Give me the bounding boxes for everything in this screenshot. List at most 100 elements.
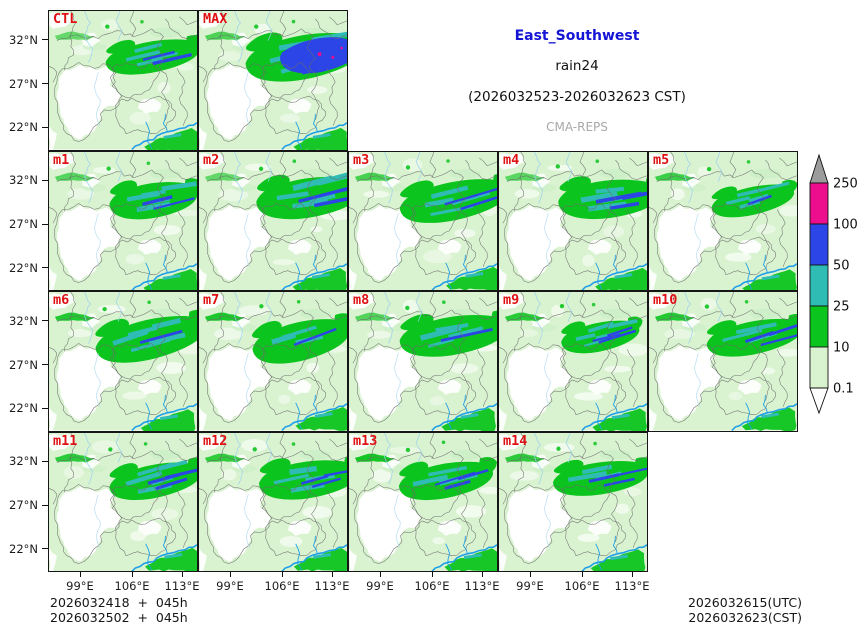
valid-time-utc: 2026032615(UTC) (687, 595, 802, 610)
x-axis-label: 99°E (366, 578, 394, 593)
map-canvas (49, 151, 197, 290)
x-axis-tick (632, 572, 634, 577)
panel-label: m9 (503, 292, 520, 308)
colorbar-svg: 250 100 50 25 10 0.1 (809, 153, 858, 415)
map-canvas (49, 432, 197, 571)
x-axis-label: 113°E (314, 578, 350, 593)
x-axis-tick (80, 572, 82, 577)
panel-label: m12 (203, 432, 228, 449)
panel-label: m4 (503, 151, 520, 168)
colorbar-tick-label: 250 (833, 177, 858, 192)
map-canvas (349, 151, 497, 290)
y-axis-label: 32°N (9, 313, 38, 328)
y-axis-label: 22°N (9, 260, 38, 275)
map-panel-ctl: CTL (48, 10, 198, 151)
colorbar-tick-label: 100 (833, 218, 858, 233)
valid-time-cst: 2026032623(CST) (688, 609, 802, 625)
x-axis-tick (380, 572, 382, 577)
map-canvas (199, 11, 347, 150)
region-title: East_Southwest (514, 28, 640, 44)
init-time-utc: 2026032418 + 045h (50, 595, 188, 610)
y-axis-label: 27°N (9, 357, 38, 372)
x-axis-tick (332, 572, 334, 577)
init-time-lines: 2026032418 + 045h 2026032502 + 045h (50, 595, 188, 625)
colorbar-under-arrow (809, 387, 829, 415)
map-panel-m6: m6 (48, 291, 198, 432)
panel-label: m1 (53, 151, 70, 168)
x-axis-tick (132, 572, 134, 577)
model-name: CMA-REPS (546, 120, 608, 134)
map-canvas (349, 432, 497, 571)
colorbar-tick-label: 10 (833, 341, 850, 356)
map-panel-m7: m7 (198, 291, 348, 432)
x-axis-label: 99°E (216, 578, 244, 593)
panel-label: m8 (353, 292, 370, 308)
map-canvas (499, 292, 647, 431)
x-axis-label: 106°E (114, 578, 150, 593)
panel-label: m3 (353, 151, 370, 168)
x-axis-label: 113°E (614, 578, 650, 593)
map-canvas (49, 292, 197, 431)
variable-name: rain24 (555, 58, 599, 74)
map-panel-max: MAX (198, 10, 348, 151)
panel-label: m13 (353, 432, 378, 449)
y-axis-label: 32°N (9, 454, 38, 469)
colorbar-tick-label: 0.1 (833, 382, 854, 397)
panel-label: m10 (653, 292, 678, 308)
map-panel-m2: m2 (198, 150, 348, 291)
x-axis-label: 113°E (464, 578, 500, 593)
y-axis-label: 32°N (9, 173, 38, 188)
map-panel-m9: m9 (498, 291, 648, 432)
y-axis-tick (41, 39, 48, 41)
y-axis-label: 22°N (9, 120, 38, 135)
colorbar-segment (809, 182, 829, 225)
init-time-cst: 2026032502 + 045h (50, 609, 188, 625)
x-axis-tick (230, 572, 232, 577)
y-axis-tick (41, 179, 48, 181)
colorbar-over-arrow (809, 153, 829, 184)
x-axis-tick (432, 572, 434, 577)
panel-label: m2 (203, 151, 220, 168)
x-axis-tick (282, 572, 284, 577)
panel-label: m5 (653, 151, 670, 168)
map-panel-m14: m14 (498, 431, 648, 572)
panel-label: m7 (203, 292, 220, 308)
x-axis-label: 106°E (264, 578, 300, 593)
colorbar-segment (809, 346, 829, 389)
y-axis-tick (41, 267, 48, 269)
map-canvas (199, 292, 347, 431)
x-axis-label: 113°E (164, 578, 200, 593)
x-axis-tick (530, 572, 532, 577)
y-axis-label: 22°N (9, 401, 38, 416)
map-panel-m5: m5 (648, 150, 798, 291)
colorbar: 250 100 50 25 10 0.1 (802, 150, 860, 422)
panel-label: m11 (53, 432, 78, 449)
map-panel-m13: m13 (348, 431, 498, 572)
x-axis-tick (182, 572, 184, 577)
valid-period: (2026032523-2026032623 CST) (468, 89, 686, 105)
map-panel-m3: m3 (348, 150, 498, 291)
y-axis-tick (41, 407, 48, 409)
y-axis-label: 27°N (9, 498, 38, 512)
x-axis-label: 99°E (66, 578, 94, 593)
colorbar-tick-label: 50 (833, 259, 850, 274)
map-panel-m4: m4 (498, 150, 648, 291)
x-axis-tick (582, 572, 584, 577)
y-axis-tick (41, 364, 48, 366)
map-panel-m12: m12 (198, 431, 348, 572)
colorbar-tick-label: 25 (833, 300, 850, 315)
y-axis-tick (41, 83, 48, 85)
map-panel-m8: m8 (348, 291, 498, 432)
map-canvas (499, 432, 647, 571)
colorbar-segment (809, 223, 829, 266)
map-canvas (649, 292, 797, 431)
y-axis-tick (41, 320, 48, 322)
y-axis-label: 27°N (9, 217, 38, 231)
map-panel-m11: m11 (48, 431, 198, 572)
y-axis-tick (41, 126, 48, 128)
y-axis-tick (41, 504, 48, 506)
map-canvas (49, 11, 197, 150)
panel-label: MAX (203, 11, 228, 27)
y-axis-label: 32°N (9, 32, 38, 47)
